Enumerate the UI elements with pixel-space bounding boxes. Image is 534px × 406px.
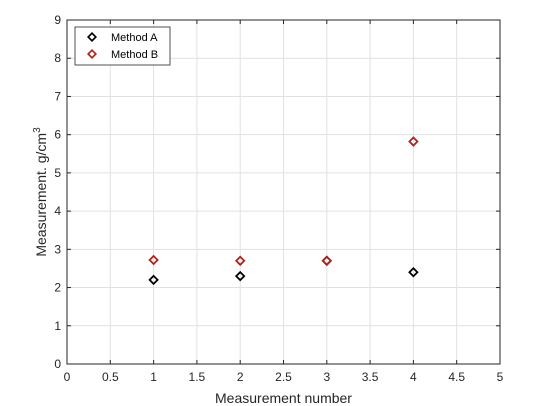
y-tick-label: 7 — [54, 89, 61, 103]
y-tick-label: 5 — [54, 166, 61, 180]
x-tick-label: 3 — [323, 370, 330, 384]
y-tick-label: 8 — [54, 51, 61, 65]
x-tick-label: 3.5 — [362, 370, 379, 384]
method-b-point — [148, 254, 159, 266]
y-tick-label: 6 — [54, 128, 61, 142]
y-tick-label: 2 — [54, 281, 61, 295]
y-axis-label-text: Measurement. g/cm — [33, 133, 49, 257]
x-tick-label: 4.5 — [448, 370, 465, 384]
method-a-point — [234, 270, 246, 282]
x-tick-label: 2 — [237, 370, 244, 384]
x-tick-label: 0 — [64, 370, 71, 384]
method-a-point — [408, 266, 419, 278]
data-points — [148, 136, 419, 286]
x-tick-label: 1.5 — [189, 370, 206, 384]
method-a-point — [148, 274, 159, 286]
x-tick-label: 2.5 — [275, 370, 292, 384]
y-axis-label-superscript: 3 — [32, 127, 43, 133]
y-tick-label: 9 — [54, 13, 61, 27]
x-axis-label: Measurement number — [215, 390, 352, 406]
method-b-point — [234, 255, 246, 267]
legend-marker — [86, 31, 98, 43]
y-tick-label: 1 — [54, 319, 61, 333]
x-tick-labels: 0 0.5 1 1.5 2 2.5 3 3.5 4 4.5 5 — [64, 370, 504, 384]
method-b-point — [321, 255, 333, 267]
method-b-point — [408, 136, 419, 147]
y-tick-label: 4 — [54, 204, 61, 218]
legend-label: Method A — [111, 32, 158, 44]
y-tick-label: 0 — [54, 357, 61, 371]
y-tick-labels: 0 1 2 3 4 5 6 7 8 9 — [54, 13, 61, 371]
x-tick-label: 0.5 — [102, 370, 119, 384]
legend: Method A Method B — [74, 26, 171, 66]
axis-ticks — [66, 19, 501, 365]
x-tick-label: 5 — [497, 370, 504, 384]
y-axis-label: Measurement. g/cm3 — [32, 127, 49, 257]
x-tick-label: 1 — [150, 370, 157, 384]
legend-label: Method B — [111, 49, 158, 61]
y-tick-label: 3 — [54, 242, 61, 256]
legend-marker — [86, 48, 98, 60]
x-tick-label: 4 — [410, 370, 417, 384]
legend-entries: Method A Method B — [86, 31, 158, 61]
